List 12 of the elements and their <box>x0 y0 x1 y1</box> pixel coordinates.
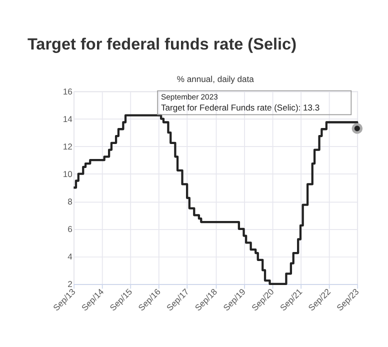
y-tick-label: 6 <box>68 224 73 234</box>
y-tick-label: 8 <box>68 196 73 206</box>
annotation: September 2023 <box>161 92 218 102</box>
y-tick-label: 16 <box>62 86 73 96</box>
annotation: Target for Federal Funds rate (Selic): 13.3 <box>161 102 320 112</box>
chart-title: Target for federal funds rate (Selic) <box>27 35 296 54</box>
chart-subtitle: % annual, daily data <box>176 74 254 84</box>
y-tick-label: 12 <box>62 141 73 152</box>
y-tick-label: 14 <box>62 114 73 124</box>
y-tick-label: 2 <box>68 278 73 289</box>
y-tick-label: 10 <box>62 168 73 179</box>
y-tick-label: 4 <box>68 251 73 262</box>
